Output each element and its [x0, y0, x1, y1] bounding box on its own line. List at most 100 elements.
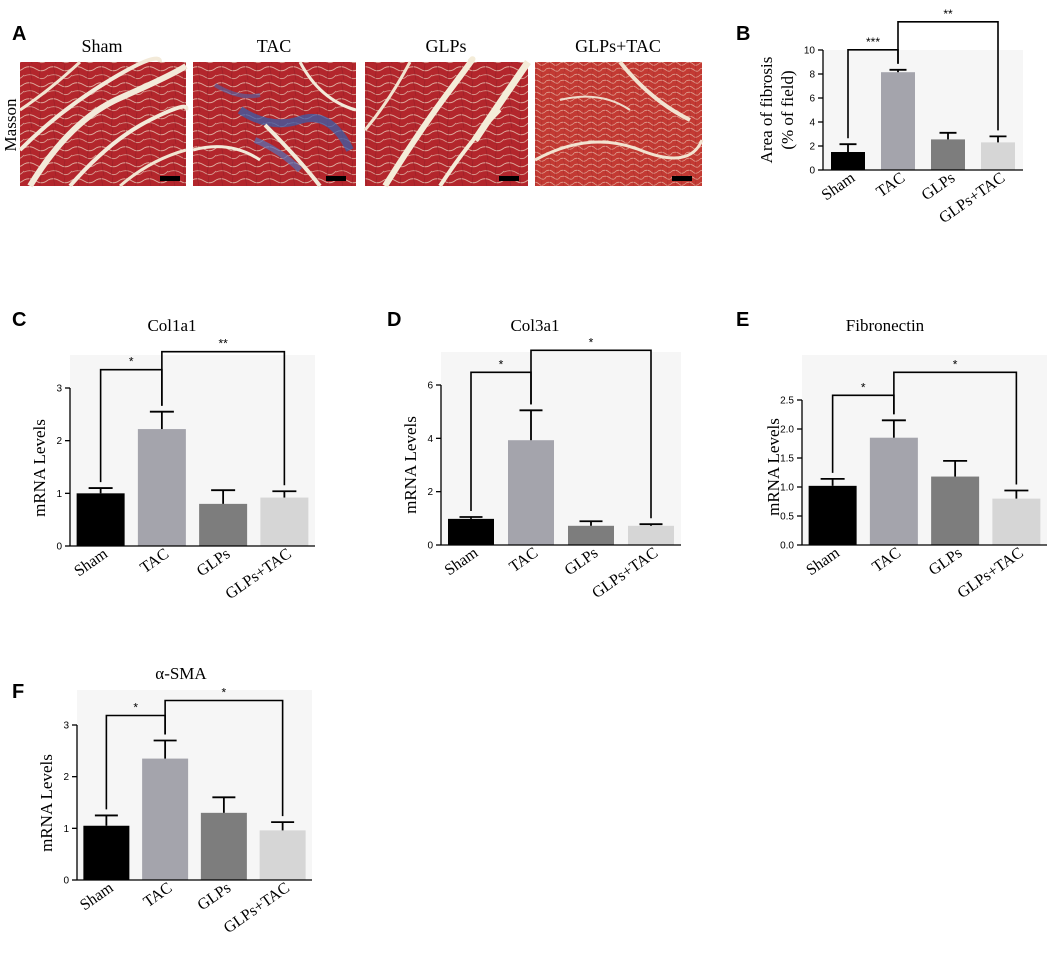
x-tick-label: Sham [819, 169, 859, 204]
y-axis-label-e: mRNA Levels [764, 418, 783, 516]
y-tick-label: 10 [804, 46, 816, 57]
x-tick-label: GLPs+TAC [589, 544, 661, 602]
y-tick-label: 0 [56, 542, 62, 553]
y-tick-label: 0 [427, 541, 433, 552]
significance-label: * [953, 357, 958, 371]
bar-sham [76, 493, 125, 546]
bar-glps-tac [260, 497, 309, 546]
y-tick-label: 2 [809, 142, 815, 153]
panel-letter-a: A [12, 23, 26, 45]
significance-label: * [129, 355, 134, 369]
significance-label: * [861, 380, 866, 394]
y-tick-label: 2 [63, 772, 69, 783]
chart-title-c: Col1a1 [147, 316, 196, 335]
row-label-masson: Masson [1, 98, 20, 151]
significance-label: *** [866, 35, 880, 49]
x-tick-label: Sham [803, 544, 843, 579]
group-label-sham: Sham [81, 36, 122, 56]
x-tick-label: TAC [141, 879, 176, 911]
bar-tac [508, 440, 554, 545]
y-tick-label: 3 [63, 721, 69, 732]
group-label-glps: GLPs [425, 36, 466, 56]
significance-bracket [897, 21, 999, 131]
panel-letter-f: F [12, 681, 24, 703]
bar-glps [199, 503, 248, 546]
x-tick-label: Sham [71, 545, 111, 580]
y-tick-label: 6 [427, 381, 433, 392]
panel-letter-d: D [387, 309, 401, 331]
y-tick-label: 2 [427, 487, 433, 498]
bar-tac [137, 429, 186, 546]
y-tick-label: 1 [56, 489, 62, 500]
panel-letter-b: B [736, 23, 750, 45]
bar-tac [869, 437, 918, 545]
y-tick-label: 6 [809, 94, 815, 105]
bar-tac [881, 72, 915, 170]
scale-bar [326, 176, 346, 181]
bar-glps [931, 139, 965, 170]
significance-bracket [893, 371, 1018, 485]
chart-title-e: Fibronectin [846, 316, 925, 335]
micrograph-glps-tac [534, 60, 704, 186]
x-tick-label: GLPs [919, 169, 959, 204]
micrograph-sham [18, 56, 189, 188]
bar-glps [568, 525, 614, 545]
bar-sham [808, 485, 857, 545]
y-tick-label: 0 [63, 876, 69, 887]
plot-background [441, 352, 681, 545]
bar-sham [83, 825, 130, 880]
chart-title-d: Col3a1 [510, 316, 559, 335]
y-tick-label: 8 [809, 70, 815, 81]
bar-glps [200, 812, 247, 880]
group-label-glps-tac: GLPs+TAC [575, 36, 661, 56]
y-tick-label: 2.0 [780, 425, 794, 436]
significance-bracket [161, 350, 286, 486]
x-tick-label: TAC [869, 544, 904, 576]
y-tick-label: 1.5 [780, 454, 794, 465]
y-tick-label: 1 [63, 824, 69, 835]
y-tick-label: 0.5 [780, 512, 794, 523]
micrograph-tac [192, 61, 357, 188]
bar-glps-tac [981, 142, 1015, 170]
x-tick-label: GLPs [195, 879, 235, 914]
x-tick-label: TAC [137, 545, 172, 577]
bar-tac [142, 758, 189, 880]
panel-letter-c: C [12, 309, 26, 331]
significance-label: ** [218, 337, 228, 351]
scale-bar [160, 176, 180, 181]
significance-label: * [589, 335, 594, 349]
panel-letter-e: E [736, 309, 749, 331]
scale-bar [672, 176, 692, 181]
bar-glps-tac [259, 830, 306, 880]
micrograph-glps [363, 56, 531, 188]
bar-glps [931, 476, 980, 545]
significance-label: * [133, 701, 138, 715]
y-axis-label-b-line2: (% of field) [778, 70, 797, 149]
significance-label: ** [943, 7, 953, 21]
y-tick-label: 0 [809, 166, 815, 177]
significance-label: * [222, 686, 227, 700]
panel-a: A Masson Sham TAC GLPs GLPs+TAC [1, 23, 704, 188]
x-tick-label: Sham [442, 544, 482, 579]
x-tick-label: GLPs+TAC [954, 544, 1026, 602]
y-tick-label: 1.0 [780, 483, 794, 494]
y-axis-label-d: mRNA Levels [401, 416, 420, 514]
scale-bar [499, 176, 519, 181]
y-tick-label: 3 [56, 384, 62, 395]
x-tick-label: TAC [506, 544, 541, 576]
y-tick-label: 2.5 [780, 396, 794, 407]
x-tick-label: GLPs+TAC [221, 879, 293, 937]
x-tick-label: TAC [873, 169, 908, 201]
y-axis-label-f: mRNA Levels [37, 754, 56, 852]
chart-title-f: α-SMA [155, 664, 207, 683]
y-tick-label: 2 [56, 436, 62, 447]
group-label-tac: TAC [257, 36, 292, 56]
x-tick-label: GLPs [194, 545, 234, 580]
y-tick-label: 0.0 [780, 541, 794, 552]
y-axis-label-c: mRNA Levels [30, 419, 49, 517]
